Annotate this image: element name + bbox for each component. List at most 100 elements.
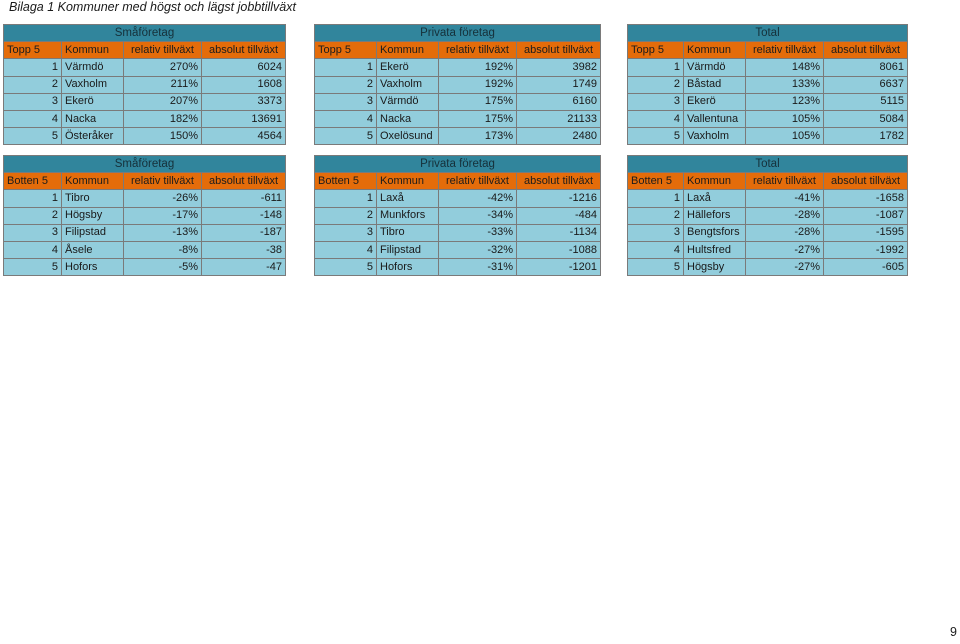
municipality-cell: Högsby <box>683 258 746 277</box>
table-title: Småföretag <box>3 154 286 174</box>
table-title: Småföretag <box>3 23 286 43</box>
table-row: 3 Bengtsfors -28% -1595 <box>627 223 908 242</box>
table-row: 1 Laxå -41% -1658 <box>627 189 908 208</box>
rank-header: Botten 5 <box>627 172 684 191</box>
absolute-growth-cell: 3373 <box>201 92 286 111</box>
absolute-growth-cell: -187 <box>201 223 286 242</box>
rank-cell: 4 <box>627 109 684 129</box>
absolute-growth-cell: -1134 <box>516 223 601 242</box>
relative-growth-cell: 105% <box>745 127 824 146</box>
municipality-header: Kommun <box>683 41 746 60</box>
bottom-table-smaforetag: Småföretag Botten 5 Kommun relativ tillväxt… <box>3 154 286 277</box>
table-row: 1 Tibro -26% -611 <box>3 189 286 208</box>
table-title: Total <box>627 154 908 174</box>
absolute-growth-cell: -1088 <box>516 240 601 260</box>
table-row: 5 Hofors -5% -47 <box>3 258 286 277</box>
municipality-cell: Österåker <box>61 127 124 146</box>
table-row: 4 Filipstad -32% -1088 <box>314 240 601 260</box>
municipality-cell: Nacka <box>61 109 124 129</box>
relative-growth-cell: -34% <box>438 206 517 225</box>
municipality-header: Kommun <box>61 172 124 191</box>
absolute-growth-cell: 13691 <box>201 109 286 129</box>
table-row: 5 Hofors -31% -1201 <box>314 258 601 277</box>
rank-cell: 3 <box>627 92 684 111</box>
relative-growth-cell: -13% <box>123 223 202 242</box>
municipality-cell: Laxå <box>376 189 439 208</box>
municipality-cell: Åsele <box>61 240 124 260</box>
municipality-cell: Nacka <box>376 109 439 129</box>
relative-growth-header: relativ tillväxt <box>745 172 824 191</box>
relative-growth-cell: -5% <box>123 258 202 277</box>
relative-growth-cell: 175% <box>438 92 517 111</box>
top-table-privata-foretag: Privata företag Topp 5 Kommun relativ tillv… <box>314 23 601 146</box>
municipality-cell: Hofors <box>376 258 439 277</box>
municipality-cell: Värmdö <box>61 58 124 77</box>
absolute-growth-cell: -47 <box>201 258 286 277</box>
relative-growth-header: relativ tillväxt <box>745 41 824 60</box>
table-row: 1 Värmdö 148% 8061 <box>627 58 908 77</box>
bottom-table-total: Total Botten 5 Kommun relativ tillväxt absol… <box>627 154 908 277</box>
relative-growth-cell: -17% <box>123 206 202 225</box>
table-row: 5 Högsby -27% -605 <box>627 258 908 277</box>
absolute-growth-cell: 1608 <box>201 75 286 94</box>
table-row: 5 Vaxholm 105% 1782 <box>627 127 908 146</box>
rank-cell: 5 <box>627 258 684 277</box>
relative-growth-cell: -41% <box>745 189 824 208</box>
rank-cell: 4 <box>3 240 62 260</box>
rank-cell: 2 <box>3 75 62 94</box>
rank-cell: 5 <box>3 127 62 146</box>
rank-cell: 5 <box>314 258 377 277</box>
relative-growth-cell: 133% <box>745 75 824 94</box>
relative-growth-cell: -26% <box>123 189 202 208</box>
table-row: 2 Vaxholm 211% 1608 <box>3 75 286 94</box>
municipality-cell: Filipstad <box>61 223 124 242</box>
absolute-growth-cell: -148 <box>201 206 286 225</box>
absolute-growth-cell: 21133 <box>516 109 601 129</box>
rank-cell: 4 <box>314 240 377 260</box>
municipality-cell: Värmdö <box>683 58 746 77</box>
rank-cell: 2 <box>627 206 684 225</box>
rank-header: Botten 5 <box>314 172 377 191</box>
rank-cell: 5 <box>314 127 377 146</box>
absolute-growth-cell: 4564 <box>201 127 286 146</box>
rank-cell: 1 <box>314 58 377 77</box>
rank-cell: 2 <box>314 206 377 225</box>
relative-growth-cell: -27% <box>745 240 824 260</box>
municipality-cell: Vaxholm <box>61 75 124 94</box>
rank-cell: 2 <box>314 75 377 94</box>
absolute-growth-cell: -1087 <box>823 206 908 225</box>
absolute-growth-cell: 1782 <box>823 127 908 146</box>
municipality-cell: Vaxholm <box>376 75 439 94</box>
table-row: 2 Vaxholm 192% 1749 <box>314 75 601 94</box>
relative-growth-cell: 211% <box>123 75 202 94</box>
municipality-cell: Munkfors <box>376 206 439 225</box>
rank-cell: 3 <box>627 223 684 242</box>
relative-growth-header: relativ tillväxt <box>438 41 517 60</box>
relative-growth-cell: 150% <box>123 127 202 146</box>
relative-growth-header: relativ tillväxt <box>438 172 517 191</box>
municipality-cell: Hofors <box>61 258 124 277</box>
relative-growth-cell: 123% <box>745 92 824 111</box>
table-row: 3 Filipstad -13% -187 <box>3 223 286 242</box>
table-row: 3 Värmdö 175% 6160 <box>314 92 601 111</box>
municipality-cell: Ekerö <box>376 58 439 77</box>
relative-growth-cell: 105% <box>745 109 824 129</box>
municipality-cell: Tibro <box>61 189 124 208</box>
rank-cell: 1 <box>3 189 62 208</box>
table-row: 1 Värmdö 270% 6024 <box>3 58 286 77</box>
municipality-header: Kommun <box>61 41 124 60</box>
table-row: 5 Österåker 150% 4564 <box>3 127 286 146</box>
rank-cell: 2 <box>3 206 62 225</box>
absolute-growth-header: absolut tillväxt <box>516 172 601 191</box>
relative-growth-cell: 175% <box>438 109 517 129</box>
rank-cell: 3 <box>314 92 377 111</box>
relative-growth-header: relativ tillväxt <box>123 41 202 60</box>
relative-growth-cell: -42% <box>438 189 517 208</box>
municipality-cell: Oxelösund <box>376 127 439 146</box>
absolute-growth-cell: -38 <box>201 240 286 260</box>
rank-cell: 3 <box>314 223 377 242</box>
absolute-growth-cell: -605 <box>823 258 908 277</box>
table-title: Privata företag <box>314 154 601 174</box>
table-row: 3 Ekerö 207% 3373 <box>3 92 286 111</box>
absolute-growth-cell: -1201 <box>516 258 601 277</box>
